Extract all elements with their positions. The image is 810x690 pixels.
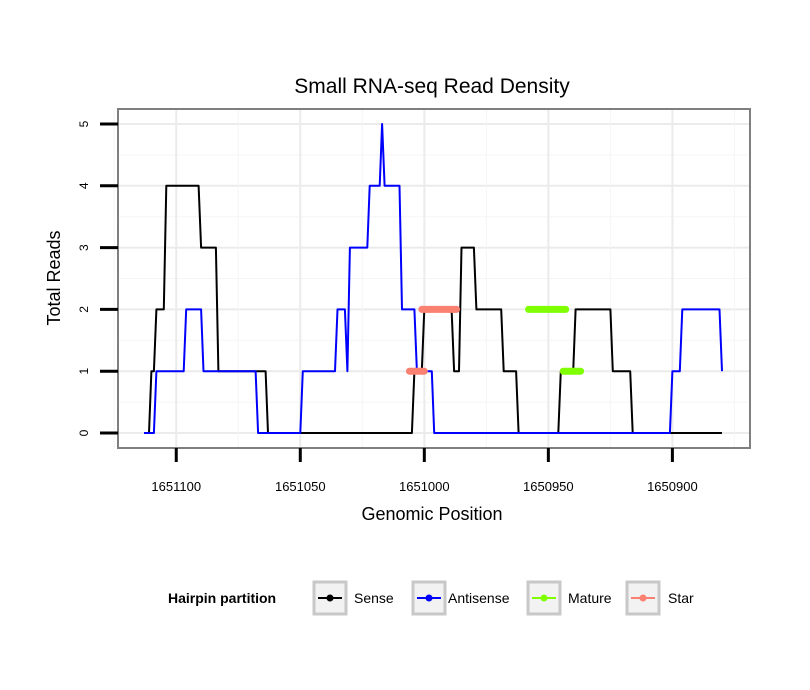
grid-lines xyxy=(113,109,750,448)
series-line-antisense xyxy=(144,123,723,434)
x-axis-title: Genomic Position xyxy=(361,504,502,524)
y-axis-title: Total Reads xyxy=(44,230,64,325)
plot-panel-border xyxy=(117,108,751,449)
legend-label: Star xyxy=(668,590,694,606)
series-mature xyxy=(525,305,585,375)
x-tick-label: 1651100 xyxy=(151,479,201,494)
x-tick-label: 1651050 xyxy=(275,479,326,494)
x-tick-label: 1651000 xyxy=(399,479,450,494)
legend: Sense Antisense Mature Star xyxy=(312,580,694,616)
legend-key-point xyxy=(425,594,433,602)
legend-entry-antisense: Antisense xyxy=(411,580,510,616)
y-tick-label: 3 xyxy=(77,244,91,251)
chart-title: Small RNA-seq Read Density xyxy=(294,75,570,98)
legend-label: Antisense xyxy=(448,590,510,606)
series-line-sense xyxy=(144,184,722,434)
series-antisense xyxy=(144,123,723,434)
x-tick-label: 1650900 xyxy=(647,479,698,494)
y-tick-label: 2 xyxy=(77,306,91,313)
y-tick-label: 1 xyxy=(77,368,91,375)
y-tick-label: 5 xyxy=(77,120,91,127)
legend-key-point xyxy=(326,594,334,602)
legend-title: Hairpin partition xyxy=(168,590,276,606)
y-tick-label: 0 xyxy=(77,429,91,436)
legend-entry-sense: Sense xyxy=(312,580,394,616)
legend-label: Sense xyxy=(354,590,394,606)
legend-label: Mature xyxy=(568,590,612,606)
legend-entry-star: Star xyxy=(625,580,694,616)
series-sense xyxy=(144,184,722,434)
y-axis: 0 1 2 3 4 5 xyxy=(77,120,118,436)
legend-key-point xyxy=(639,594,647,602)
legend-key-point xyxy=(540,594,548,602)
x-tick-label: 1650950 xyxy=(523,479,574,494)
legend-entry-mature: Mature xyxy=(526,580,612,616)
series-star xyxy=(405,305,461,375)
series-layer xyxy=(144,123,723,434)
x-axis: 1651100 1651050 1651000 1650950 1650900 xyxy=(151,448,698,494)
y-tick-label: 4 xyxy=(77,182,91,189)
